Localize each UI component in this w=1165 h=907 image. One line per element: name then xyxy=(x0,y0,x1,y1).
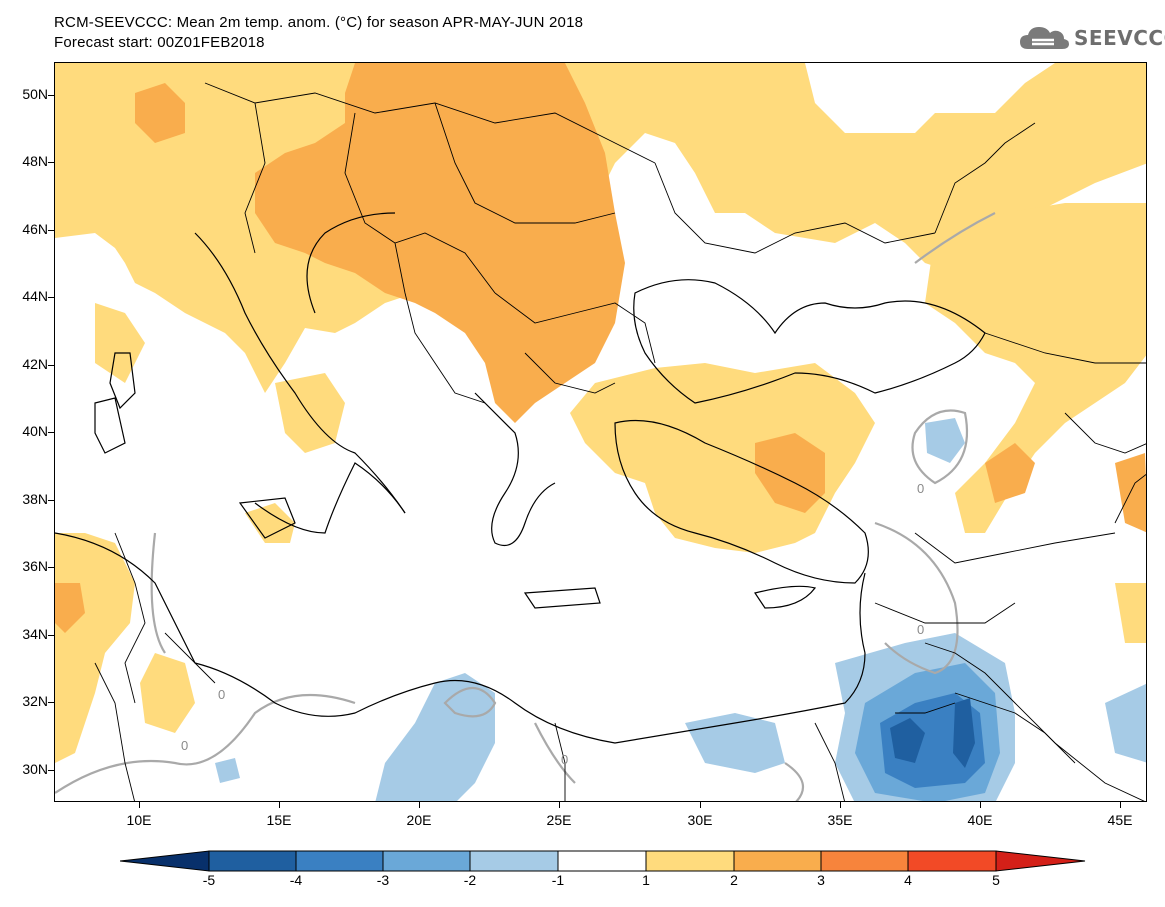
zero-contour-lines xyxy=(55,212,996,801)
colorbar-label: 2 xyxy=(730,872,738,888)
anomaly-map xyxy=(55,63,1146,801)
cloud-logo-icon xyxy=(1020,27,1069,49)
lat-label: 46N xyxy=(22,221,48,237)
lon-tick xyxy=(419,802,420,808)
colorbar-segment xyxy=(995,850,1086,872)
lon-label: 20E xyxy=(406,812,432,828)
lon-label: 15E xyxy=(266,812,292,828)
colorbar-label: 3 xyxy=(817,872,825,888)
coastlines xyxy=(55,212,986,744)
lon-label: 25E xyxy=(546,812,572,828)
colorbar-label: -5 xyxy=(202,872,216,888)
lat-label: 44N xyxy=(22,288,48,304)
colorbar-label: 5 xyxy=(992,872,1000,888)
lat-tick xyxy=(48,365,54,366)
lon-tick xyxy=(700,802,701,808)
lat-tick xyxy=(48,770,54,771)
lat-tick xyxy=(48,702,54,703)
colorbar-label: -4 xyxy=(289,872,303,888)
anomaly-fill-2-3 xyxy=(55,63,1146,633)
colorbar-segment xyxy=(469,850,559,872)
lat-tick xyxy=(48,567,54,568)
lat-tick xyxy=(48,635,54,636)
lon-tick xyxy=(1120,802,1121,808)
lat-tick xyxy=(48,230,54,231)
colorbar-segment xyxy=(907,850,997,872)
lon-label: 45E xyxy=(1107,812,1133,828)
lon-label: 35E xyxy=(827,812,853,828)
contour-label-zero: 0 xyxy=(561,752,569,767)
lat-label: 34N xyxy=(22,626,48,642)
lat-label: 48N xyxy=(22,153,48,169)
colorbar-label: -3 xyxy=(376,872,390,888)
lon-tick xyxy=(559,802,560,808)
colorbar-segment xyxy=(382,850,471,872)
lat-label: 30N xyxy=(22,761,48,777)
logo-text: SEEVCCC xyxy=(1074,26,1165,50)
lat-label: 40N xyxy=(22,423,48,439)
contour-label-zero: 0 xyxy=(917,622,925,637)
anomaly-fill-m4-m5 xyxy=(890,698,975,768)
lat-label: 50N xyxy=(22,86,48,102)
map-panel: 0 0 0 0 0 xyxy=(54,62,1147,802)
colorbar-label: -2 xyxy=(463,872,477,888)
lon-label: 10E xyxy=(126,812,152,828)
colorbar-segment xyxy=(645,850,735,872)
lat-tick xyxy=(48,297,54,298)
lat-label: 38N xyxy=(22,491,48,507)
lon-tick xyxy=(840,802,841,808)
lon-tick xyxy=(279,802,280,808)
contour-label-zero: 0 xyxy=(181,738,189,753)
lat-label: 36N xyxy=(22,558,48,574)
contour-label-zero: 0 xyxy=(218,687,226,702)
contour-label-zero: 0 xyxy=(917,481,925,496)
colorbar-label: 1 xyxy=(642,872,650,888)
lat-label: 32N xyxy=(22,693,48,709)
lon-label: 30E xyxy=(687,812,713,828)
colorbar-segment xyxy=(820,850,909,872)
seevccc-logo: SEEVCCC xyxy=(1018,22,1165,54)
colorbar-label: 4 xyxy=(904,872,912,888)
lat-tick xyxy=(48,95,54,96)
lon-label: 40E xyxy=(967,812,993,828)
lon-tick xyxy=(139,802,140,808)
lat-tick xyxy=(48,432,54,433)
colorbar-segment xyxy=(557,850,647,872)
colorbar-segment xyxy=(208,850,297,872)
lat-tick xyxy=(48,500,54,501)
colorbar-segment xyxy=(295,850,384,872)
colorbar xyxy=(120,850,1086,872)
lat-tick xyxy=(48,162,54,163)
lon-tick xyxy=(980,802,981,808)
forecast-start-label: Forecast start: 00Z01FEB2018 xyxy=(54,34,265,51)
map-title: RCM-SEEVCCC: Mean 2m temp. anom. (°C) fo… xyxy=(54,14,584,31)
lat-label: 42N xyxy=(22,356,48,372)
colorbar-label: -1 xyxy=(551,872,565,888)
country-borders xyxy=(94,82,1146,801)
colorbar-segment xyxy=(120,850,210,872)
colorbar-segment xyxy=(733,850,822,872)
